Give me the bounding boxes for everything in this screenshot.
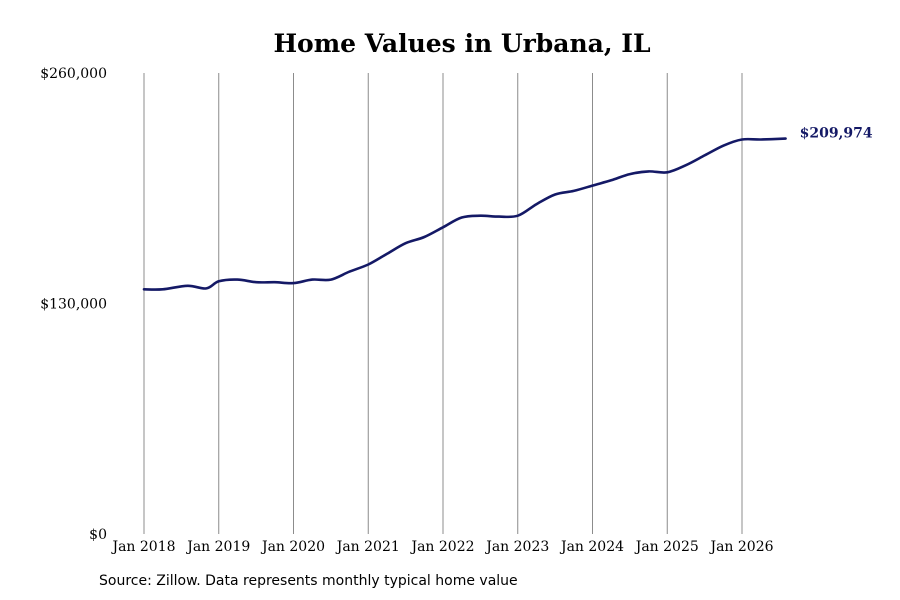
x-tick-label: Jan 2026 <box>708 539 773 555</box>
chart-title: Home Values in Urbana, IL <box>273 29 651 58</box>
x-tick-label: Jan 2025 <box>634 539 699 555</box>
x-tick-label: Jan 2018 <box>110 539 175 555</box>
end-value-label: $209,974 <box>800 126 873 142</box>
x-tick-label: Jan 2020 <box>260 539 325 555</box>
y-tick-label: $130,000 <box>40 297 107 313</box>
y-axis-ticks: $0 $130,000 $260,000 <box>40 66 107 543</box>
x-axis-ticks: Jan 2018 Jan 2019 Jan 2020 Jan 2021 Jan 2022… <box>110 539 773 555</box>
y-tick-label: $260,000 <box>40 66 107 82</box>
y-tick-label: $0 <box>89 527 107 543</box>
x-tick-label: Jan 2023 <box>484 539 549 555</box>
gridlines <box>143 73 743 534</box>
series-line <box>142 137 787 291</box>
x-tick-label: Jan 2022 <box>409 539 474 555</box>
x-tick-label: Jan 2024 <box>559 539 624 555</box>
x-tick-label: Jan 2021 <box>335 539 400 555</box>
source-note: Source: Zillow. Data represents monthly … <box>99 573 518 589</box>
x-tick-label: Jan 2019 <box>185 539 250 555</box>
